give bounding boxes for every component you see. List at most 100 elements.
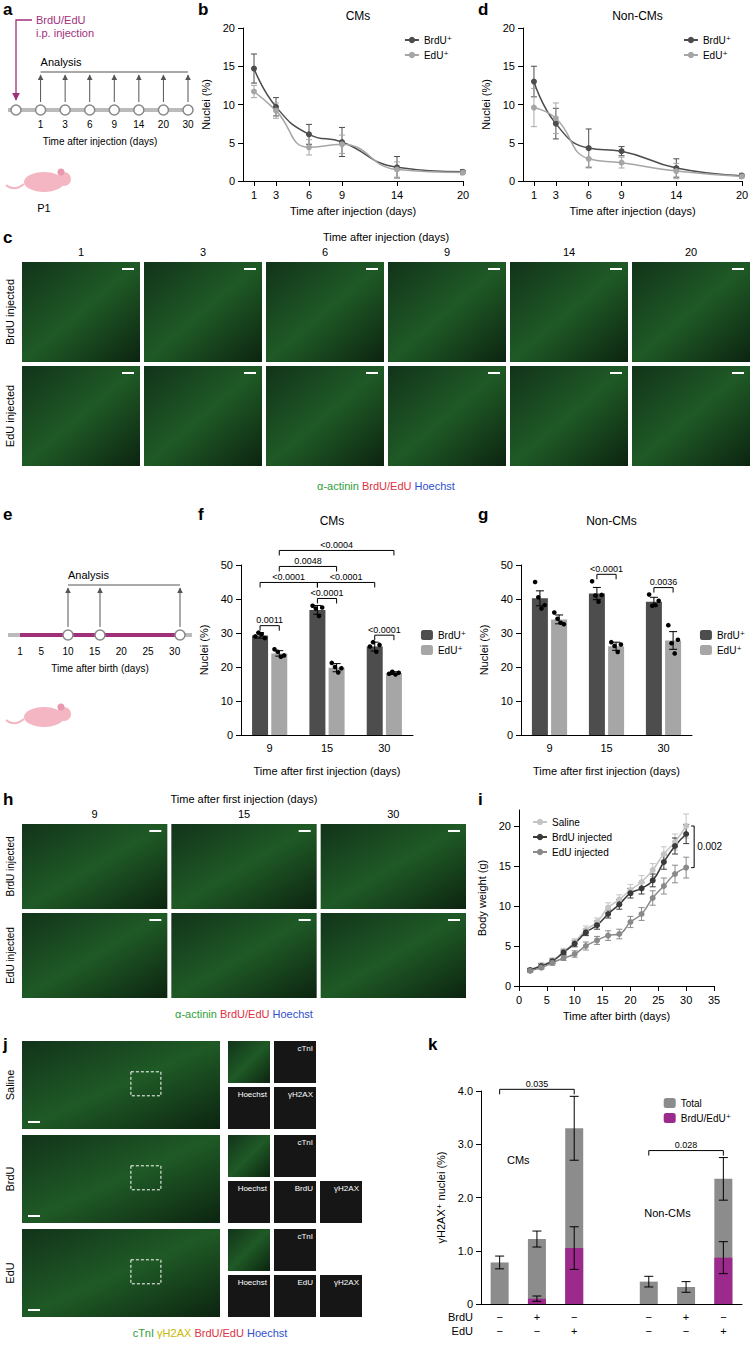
svg-text:20: 20 (499, 820, 511, 832)
svg-text:9: 9 (618, 189, 624, 201)
svg-text:EdU: EdU (452, 1325, 473, 1337)
svg-text:1: 1 (17, 646, 23, 657)
svg-text:14: 14 (563, 246, 575, 258)
svg-text:Non-CMs: Non-CMs (644, 1207, 691, 1219)
svg-text:Hoechst: Hoechst (238, 1278, 268, 1287)
svg-text:0: 0 (227, 729, 233, 741)
svg-text:+: + (683, 1311, 689, 1323)
svg-text:0: 0 (507, 729, 513, 741)
svg-text:1: 1 (38, 119, 44, 130)
svg-text:−: − (534, 1325, 540, 1337)
svg-text:15: 15 (238, 808, 250, 820)
svg-text:6: 6 (322, 246, 328, 258)
svg-text:−: − (646, 1325, 652, 1337)
svg-text:5: 5 (505, 940, 511, 952)
svg-text:EdU: EdU (297, 1278, 313, 1287)
svg-text:cTnI: cTnI (297, 1044, 313, 1053)
svg-text:0.0011: 0.0011 (256, 615, 283, 625)
svg-text:35: 35 (708, 994, 720, 1006)
svg-text:Nuclei (%): Nuclei (%) (200, 79, 212, 130)
svg-text:3: 3 (62, 119, 68, 130)
svg-text:20: 20 (221, 661, 233, 673)
svg-text:14: 14 (670, 189, 682, 201)
svg-text:Time after injection (days): Time after injection (days) (43, 136, 158, 147)
svg-text:BrdU/EdU⁺: BrdU/EdU⁺ (681, 1113, 731, 1124)
svg-text:20: 20 (158, 119, 170, 130)
svg-text:1.0: 1.0 (458, 1245, 473, 1257)
svg-text:EdU injected: EdU injected (4, 385, 16, 447)
svg-text:BrdU injected: BrdU injected (552, 832, 612, 843)
svg-text:30: 30 (387, 808, 399, 820)
svg-text:BrdU: BrdU (295, 1184, 313, 1193)
svg-text:15: 15 (89, 646, 101, 657)
svg-text:20: 20 (736, 189, 748, 201)
svg-text:3: 3 (200, 246, 206, 258)
svg-text:15: 15 (321, 742, 333, 754)
svg-text:0: 0 (229, 175, 235, 187)
svg-text:30: 30 (501, 627, 513, 639)
svg-text:5: 5 (544, 994, 550, 1006)
svg-text:−: − (571, 1311, 577, 1323)
svg-text:9: 9 (339, 189, 345, 201)
svg-text:Time after first injection (da: Time after first injection (days) (171, 793, 318, 805)
svg-text:10: 10 (503, 99, 515, 111)
svg-text:−: − (683, 1325, 689, 1337)
svg-text:20: 20 (624, 994, 636, 1006)
svg-text:α-actinin BrdU/EdU Hoechst: α-actinin BrdU/EdU Hoechst (317, 480, 455, 492)
svg-text:<0.0001: <0.0001 (368, 625, 401, 635)
svg-text:0: 0 (505, 980, 511, 992)
svg-text:14: 14 (391, 189, 403, 201)
svg-text:3: 3 (273, 189, 279, 201)
svg-text:20: 20 (501, 661, 513, 673)
svg-text:Time after injection (days): Time after injection (days) (290, 205, 416, 217)
svg-text:6: 6 (586, 189, 592, 201)
svg-text:−: − (496, 1311, 502, 1323)
svg-text:Time after injection (days): Time after injection (days) (569, 205, 695, 217)
svg-text:0.002: 0.002 (697, 841, 722, 852)
svg-text:0.0048: 0.0048 (294, 556, 322, 566)
svg-text:1: 1 (251, 189, 257, 201)
svg-text:Total: Total (681, 1098, 702, 1109)
svg-text:30: 30 (169, 646, 181, 657)
svg-text:5: 5 (229, 137, 235, 149)
svg-text:50: 50 (221, 559, 233, 571)
svg-text:Time after birth (days): Time after birth (days) (51, 663, 148, 674)
svg-text:40: 40 (221, 593, 233, 605)
svg-text:3: 3 (553, 189, 559, 201)
svg-text:2.0: 2.0 (458, 1192, 473, 1204)
svg-text:0.028: 0.028 (675, 1140, 698, 1150)
svg-text:α-actinin BrdU/EdU Hoechst: α-actinin BrdU/EdU Hoechst (175, 1008, 313, 1020)
svg-text:30: 30 (378, 742, 390, 754)
svg-text:30: 30 (657, 742, 669, 754)
svg-text:<0.0001: <0.0001 (272, 572, 305, 582)
svg-text:BrdU: BrdU (448, 1311, 473, 1323)
svg-text:0.035: 0.035 (526, 1079, 549, 1089)
svg-text:9: 9 (444, 246, 450, 258)
svg-text:20: 20 (503, 22, 515, 34)
svg-text:15: 15 (596, 994, 608, 1006)
svg-text:γH2AX: γH2AX (334, 1184, 360, 1193)
svg-text:<0.0001: <0.0001 (311, 588, 344, 598)
svg-text:Time after first injection (da: Time after first injection (days) (533, 765, 680, 777)
svg-text:Non-CMs: Non-CMs (612, 9, 663, 23)
svg-text:<0.0004: <0.0004 (320, 540, 353, 550)
svg-text:30: 30 (221, 627, 233, 639)
svg-text:Saline: Saline (552, 817, 580, 828)
svg-text:BrdU injected: BrdU injected (4, 279, 16, 345)
svg-text:5: 5 (509, 137, 515, 149)
svg-text:Time after first injection (da: Time after first injection (days) (254, 765, 401, 777)
svg-text:γH2AX: γH2AX (288, 1090, 314, 1099)
svg-text:Nuclei (%): Nuclei (%) (478, 625, 490, 676)
svg-text:EdU injected: EdU injected (552, 847, 609, 858)
svg-text:1: 1 (78, 246, 84, 258)
svg-text:14: 14 (133, 119, 145, 130)
svg-text:Time after injection (days): Time after injection (days) (323, 231, 449, 243)
svg-text:BrdU/EdU: BrdU/EdU (36, 14, 86, 26)
svg-text:20: 20 (457, 189, 469, 201)
svg-text:cTnI γH2AX BrdU/EdU Hoechst: cTnI γH2AX BrdU/EdU Hoechst (133, 1327, 288, 1339)
svg-text:25: 25 (142, 646, 154, 657)
svg-text:<0.0001: <0.0001 (330, 572, 363, 582)
svg-text:9: 9 (546, 742, 552, 754)
svg-text:9: 9 (112, 119, 118, 130)
svg-text:BrdU⁺: BrdU⁺ (717, 630, 745, 641)
